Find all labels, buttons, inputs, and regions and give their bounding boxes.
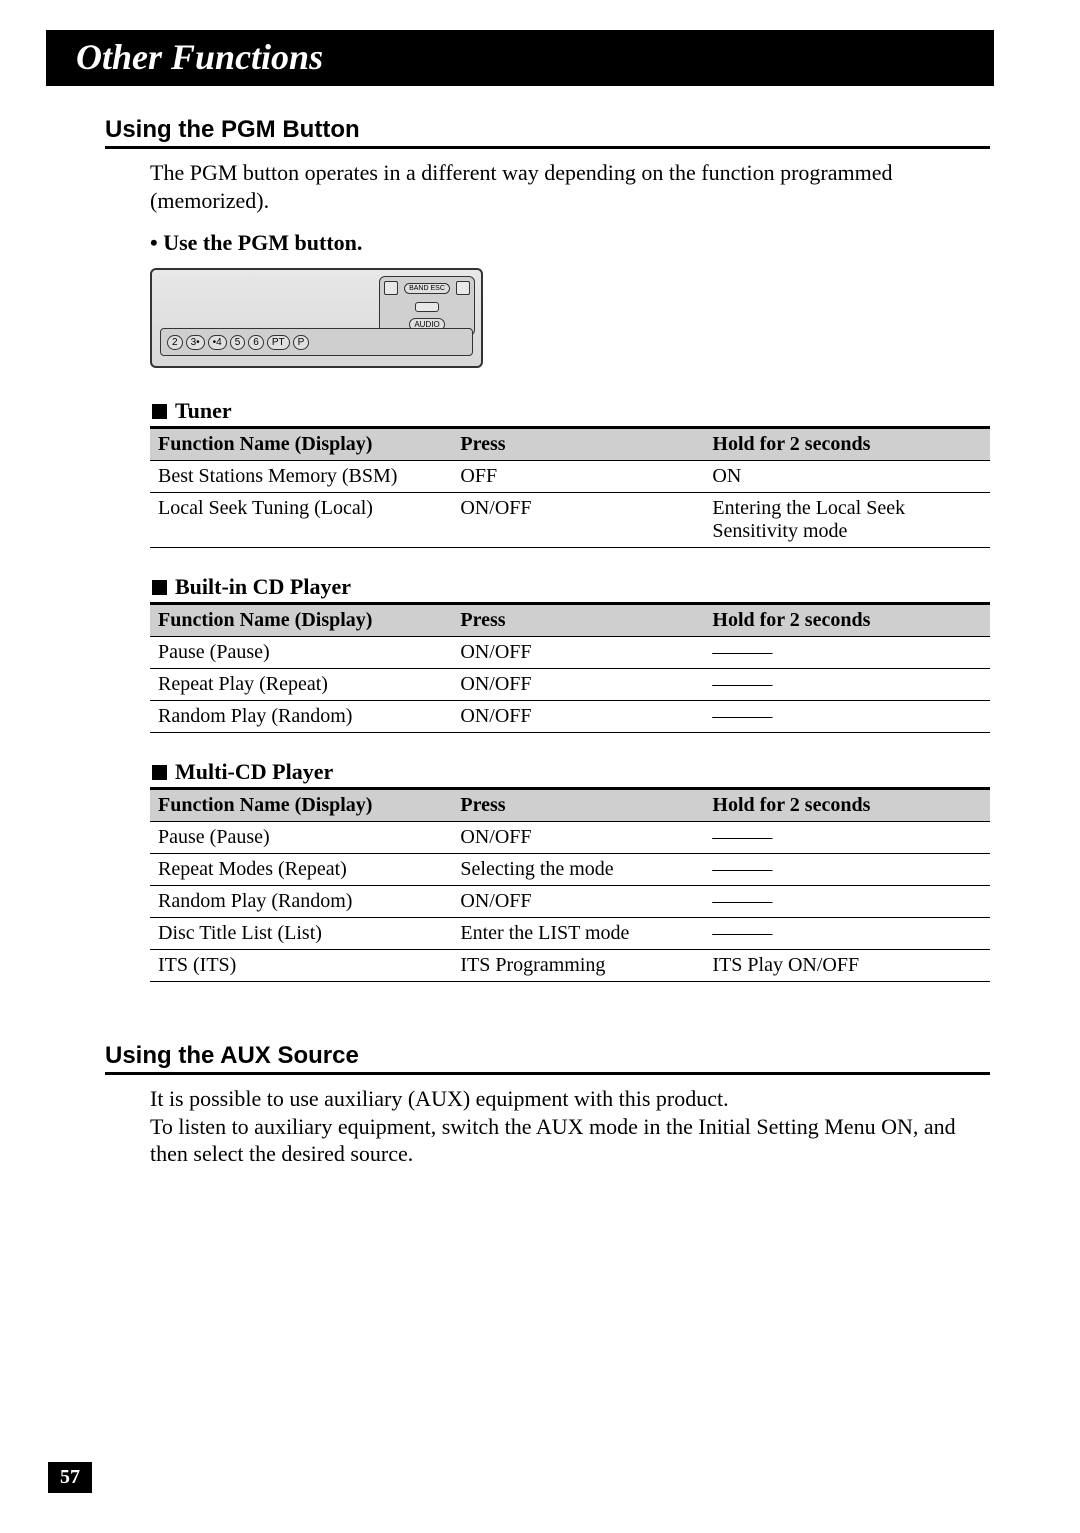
- multi-title: Multi-CD Player: [175, 759, 333, 784]
- th-press: Press: [452, 605, 704, 637]
- th-hold: Hold for 2 seconds: [704, 605, 990, 637]
- cell-press: ON/OFF: [452, 701, 704, 733]
- cell-press: ON/OFF: [452, 637, 704, 669]
- cell-name: Random Play (Random): [150, 701, 452, 733]
- cell-hold: ITS Play ON/OFF: [704, 950, 990, 982]
- cell-name: Pause (Pause): [150, 637, 452, 669]
- cell-press: Enter the LIST mode: [452, 918, 704, 950]
- cell-hold: ———: [704, 637, 990, 669]
- cell-press: ON/OFF: [452, 669, 704, 701]
- table-row: Pause (Pause) ON/OFF ———: [150, 822, 990, 854]
- cell-name: Pause (Pause): [150, 822, 452, 854]
- side-top-row: BAND ESC: [384, 281, 470, 295]
- cell-press: ON/OFF: [452, 493, 704, 548]
- cell-name: ITS (ITS): [150, 950, 452, 982]
- cell-press: Selecting the mode: [452, 854, 704, 886]
- cell-hold: ———: [704, 822, 990, 854]
- pgm-bullet: • Use the PGM button.: [150, 230, 990, 256]
- th-hold: Hold for 2 seconds: [704, 429, 990, 461]
- cell-name: Random Play (Random): [150, 886, 452, 918]
- cell-name: Disc Title List (List): [150, 918, 452, 950]
- page-title-bar: Other Functions: [46, 30, 994, 86]
- section-heading-pgm: Using the PGM Button: [105, 116, 990, 149]
- table-header-row: Function Name (Display) Press Hold for 2…: [150, 605, 990, 637]
- preset-btn-4: •4: [208, 335, 227, 350]
- tuner-table: Function Name (Display) Press Hold for 2…: [150, 428, 990, 548]
- table-row: Repeat Modes (Repeat) Selecting the mode…: [150, 854, 990, 886]
- cd-title: Built-in CD Player: [175, 574, 351, 599]
- cell-name: Best Stations Memory (BSM): [150, 461, 452, 493]
- preset-btn-3: 3•: [186, 335, 205, 350]
- th-function: Function Name (Display): [150, 790, 452, 822]
- table-row: Pause (Pause) ON/OFF ———: [150, 637, 990, 669]
- section-heading-aux: Using the AUX Source: [105, 1042, 990, 1075]
- preset-btn-p: P: [293, 335, 310, 350]
- table-header-row: Function Name (Display) Press Hold for 2…: [150, 790, 990, 822]
- nav-left-icon: [384, 281, 398, 295]
- table-header-row: Function Name (Display) Press Hold for 2…: [150, 429, 990, 461]
- multi-table: Function Name (Display) Press Hold for 2…: [150, 789, 990, 982]
- table-row: Random Play (Random) ON/OFF ———: [150, 701, 990, 733]
- square-bullet-icon: [152, 580, 167, 595]
- cell-hold: ———: [704, 701, 990, 733]
- sub-heading-tuner: Tuner: [150, 398, 990, 428]
- th-press: Press: [452, 429, 704, 461]
- pgm-intro-text: The PGM button operates in a different w…: [150, 159, 990, 214]
- preset-btn-5: 5: [230, 335, 246, 350]
- table-row: Random Play (Random) ON/OFF ———: [150, 886, 990, 918]
- sub-heading-multi: Multi-CD Player: [150, 759, 990, 789]
- cell-name: Repeat Modes (Repeat): [150, 854, 452, 886]
- page-title: Other Functions: [76, 37, 323, 77]
- cell-press: ON/OFF: [452, 886, 704, 918]
- device-button-row: 2 3• •4 5 6 PT P: [160, 328, 473, 356]
- cell-hold: ———: [704, 854, 990, 886]
- page-number: 57: [48, 1462, 92, 1493]
- table-row: Disc Title List (List) Enter the LIST mo…: [150, 918, 990, 950]
- th-function: Function Name (Display): [150, 605, 452, 637]
- table-row: Repeat Play (Repeat) ON/OFF ———: [150, 669, 990, 701]
- sub-heading-cd: Built-in CD Player: [150, 574, 990, 604]
- cd-table: Function Name (Display) Press Hold for 2…: [150, 604, 990, 733]
- nav-right-icon: [456, 281, 470, 295]
- aux-body-text: It is possible to use auxiliary (AUX) eq…: [150, 1085, 990, 1168]
- device-panel-illustration: BAND ESC AUDIO 2 3• •4 5 6 PT P: [150, 268, 990, 368]
- preset-btn-pt: PT: [267, 335, 290, 350]
- th-function: Function Name (Display): [150, 429, 452, 461]
- table-row: Local Seek Tuning (Local) ON/OFF Enterin…: [150, 493, 990, 548]
- manual-page: Other Functions Using the PGM Button The…: [0, 0, 1080, 1533]
- spacer: [50, 982, 990, 1042]
- cell-press: ON/OFF: [452, 822, 704, 854]
- cell-hold: ———: [704, 669, 990, 701]
- square-bullet-icon: [152, 765, 167, 780]
- th-press: Press: [452, 790, 704, 822]
- cell-hold: ———: [704, 886, 990, 918]
- nav-down-icon: [415, 302, 439, 312]
- cell-hold: ON: [704, 461, 990, 493]
- cell-press: ITS Programming: [452, 950, 704, 982]
- tuner-title: Tuner: [175, 398, 232, 423]
- preset-btn-6: 6: [248, 335, 264, 350]
- cell-hold: ———: [704, 918, 990, 950]
- table-row: ITS (ITS) ITS Programming ITS Play ON/OF…: [150, 950, 990, 982]
- cell-press: OFF: [452, 461, 704, 493]
- cell-name: Local Seek Tuning (Local): [150, 493, 452, 548]
- band-esc-label: BAND ESC: [404, 283, 450, 294]
- square-bullet-icon: [152, 404, 167, 419]
- cell-name: Repeat Play (Repeat): [150, 669, 452, 701]
- table-row: Best Stations Memory (BSM) OFF ON: [150, 461, 990, 493]
- device-panel-box: BAND ESC AUDIO 2 3• •4 5 6 PT P: [150, 268, 483, 368]
- device-side-controls: BAND ESC AUDIO: [379, 276, 475, 336]
- cell-hold: Entering the Local Seek Sensitivity mode: [704, 493, 990, 548]
- preset-btn-2: 2: [167, 335, 183, 350]
- th-hold: Hold for 2 seconds: [704, 790, 990, 822]
